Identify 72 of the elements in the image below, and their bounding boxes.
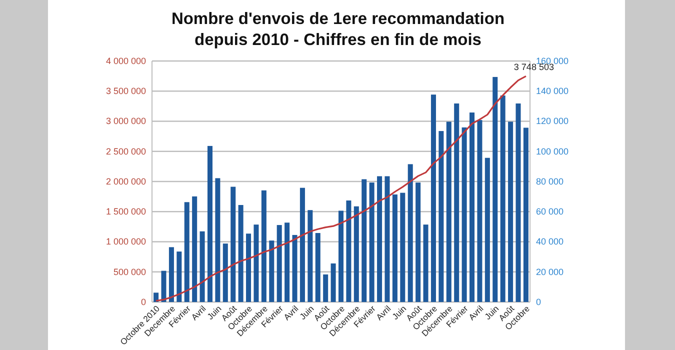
- y-tick-label: 0: [140, 296, 146, 307]
- bar: [308, 210, 313, 302]
- bar: [215, 178, 220, 302]
- y-tick-label: 4 000 000: [106, 56, 146, 66]
- y2-tick-label: 100 000: [536, 146, 569, 156]
- y2-tick-label: 0: [536, 296, 542, 307]
- y2-tick-label: 140 000: [536, 86, 569, 96]
- bar: [168, 247, 174, 302]
- bar: [222, 244, 228, 302]
- y-tick-label: 1 000 000: [106, 236, 146, 247]
- x-tick-label: Juin: [205, 303, 224, 322]
- bar: [508, 122, 514, 302]
- bar: [300, 188, 305, 302]
- bar: [176, 252, 182, 302]
- bar: [423, 224, 428, 302]
- bar: [261, 190, 266, 302]
- bar: [192, 196, 198, 302]
- bar: [246, 234, 252, 302]
- bar: [477, 120, 482, 302]
- chart-title: Nombre d'envois de 1ere recommandation depuis 2010 - Chiffres en fin de mois: [171, 10, 505, 49]
- bar: [230, 186, 236, 302]
- bar: [500, 95, 506, 302]
- bar: [446, 122, 452, 302]
- bar: [392, 194, 398, 302]
- bar: [276, 225, 282, 302]
- bar: [161, 270, 166, 302]
- y2-tick-label: 40 000: [536, 236, 564, 247]
- bar: [377, 176, 382, 302]
- bar: [330, 263, 336, 302]
- y-tick-label: 2 500 000: [106, 146, 146, 156]
- bar: [408, 164, 413, 302]
- bar: [438, 131, 444, 302]
- y-tick-label: 500 000: [113, 266, 146, 277]
- bar: [416, 182, 421, 302]
- bar: [200, 231, 205, 302]
- bar: [484, 158, 490, 302]
- bar: [323, 274, 328, 302]
- bar: [470, 112, 475, 302]
- bar: [269, 240, 274, 302]
- y-tick-label: 3 500 000: [106, 86, 146, 96]
- x-tick-label: Juin: [482, 303, 501, 322]
- bar: [400, 192, 406, 302]
- bar: [523, 128, 528, 302]
- bar: [315, 233, 320, 302]
- y2-tick-label: 60 000: [536, 206, 564, 217]
- line-series: [155, 75, 527, 302]
- x-tick-label: Juin: [298, 303, 316, 322]
- bar: [454, 103, 460, 302]
- bar: [292, 234, 298, 302]
- bar: [369, 182, 374, 302]
- y2-tick-label: 120 000: [536, 116, 569, 126]
- bar: [184, 202, 190, 302]
- bar: [154, 292, 159, 302]
- bar: [516, 103, 521, 302]
- bar: [284, 222, 290, 302]
- bar: [462, 127, 467, 302]
- y-tick-label: 1 500 000: [106, 206, 146, 217]
- y2-tick-label: 80 000: [536, 176, 564, 186]
- bar: [362, 179, 367, 302]
- bar: [254, 224, 259, 302]
- bar: [430, 94, 436, 302]
- x-tick-label: Juin: [390, 303, 408, 322]
- bar: [238, 204, 244, 302]
- y-tick-label: 3 000 000: [106, 116, 146, 126]
- bar: [346, 200, 352, 302]
- y-tick-label: 2 000 000: [106, 176, 146, 186]
- bar: [207, 146, 212, 302]
- bar: [338, 210, 344, 302]
- bar: [354, 206, 359, 302]
- bar: [492, 76, 498, 302]
- y2-tick-label: 20 000: [536, 266, 564, 277]
- bar: [384, 176, 390, 302]
